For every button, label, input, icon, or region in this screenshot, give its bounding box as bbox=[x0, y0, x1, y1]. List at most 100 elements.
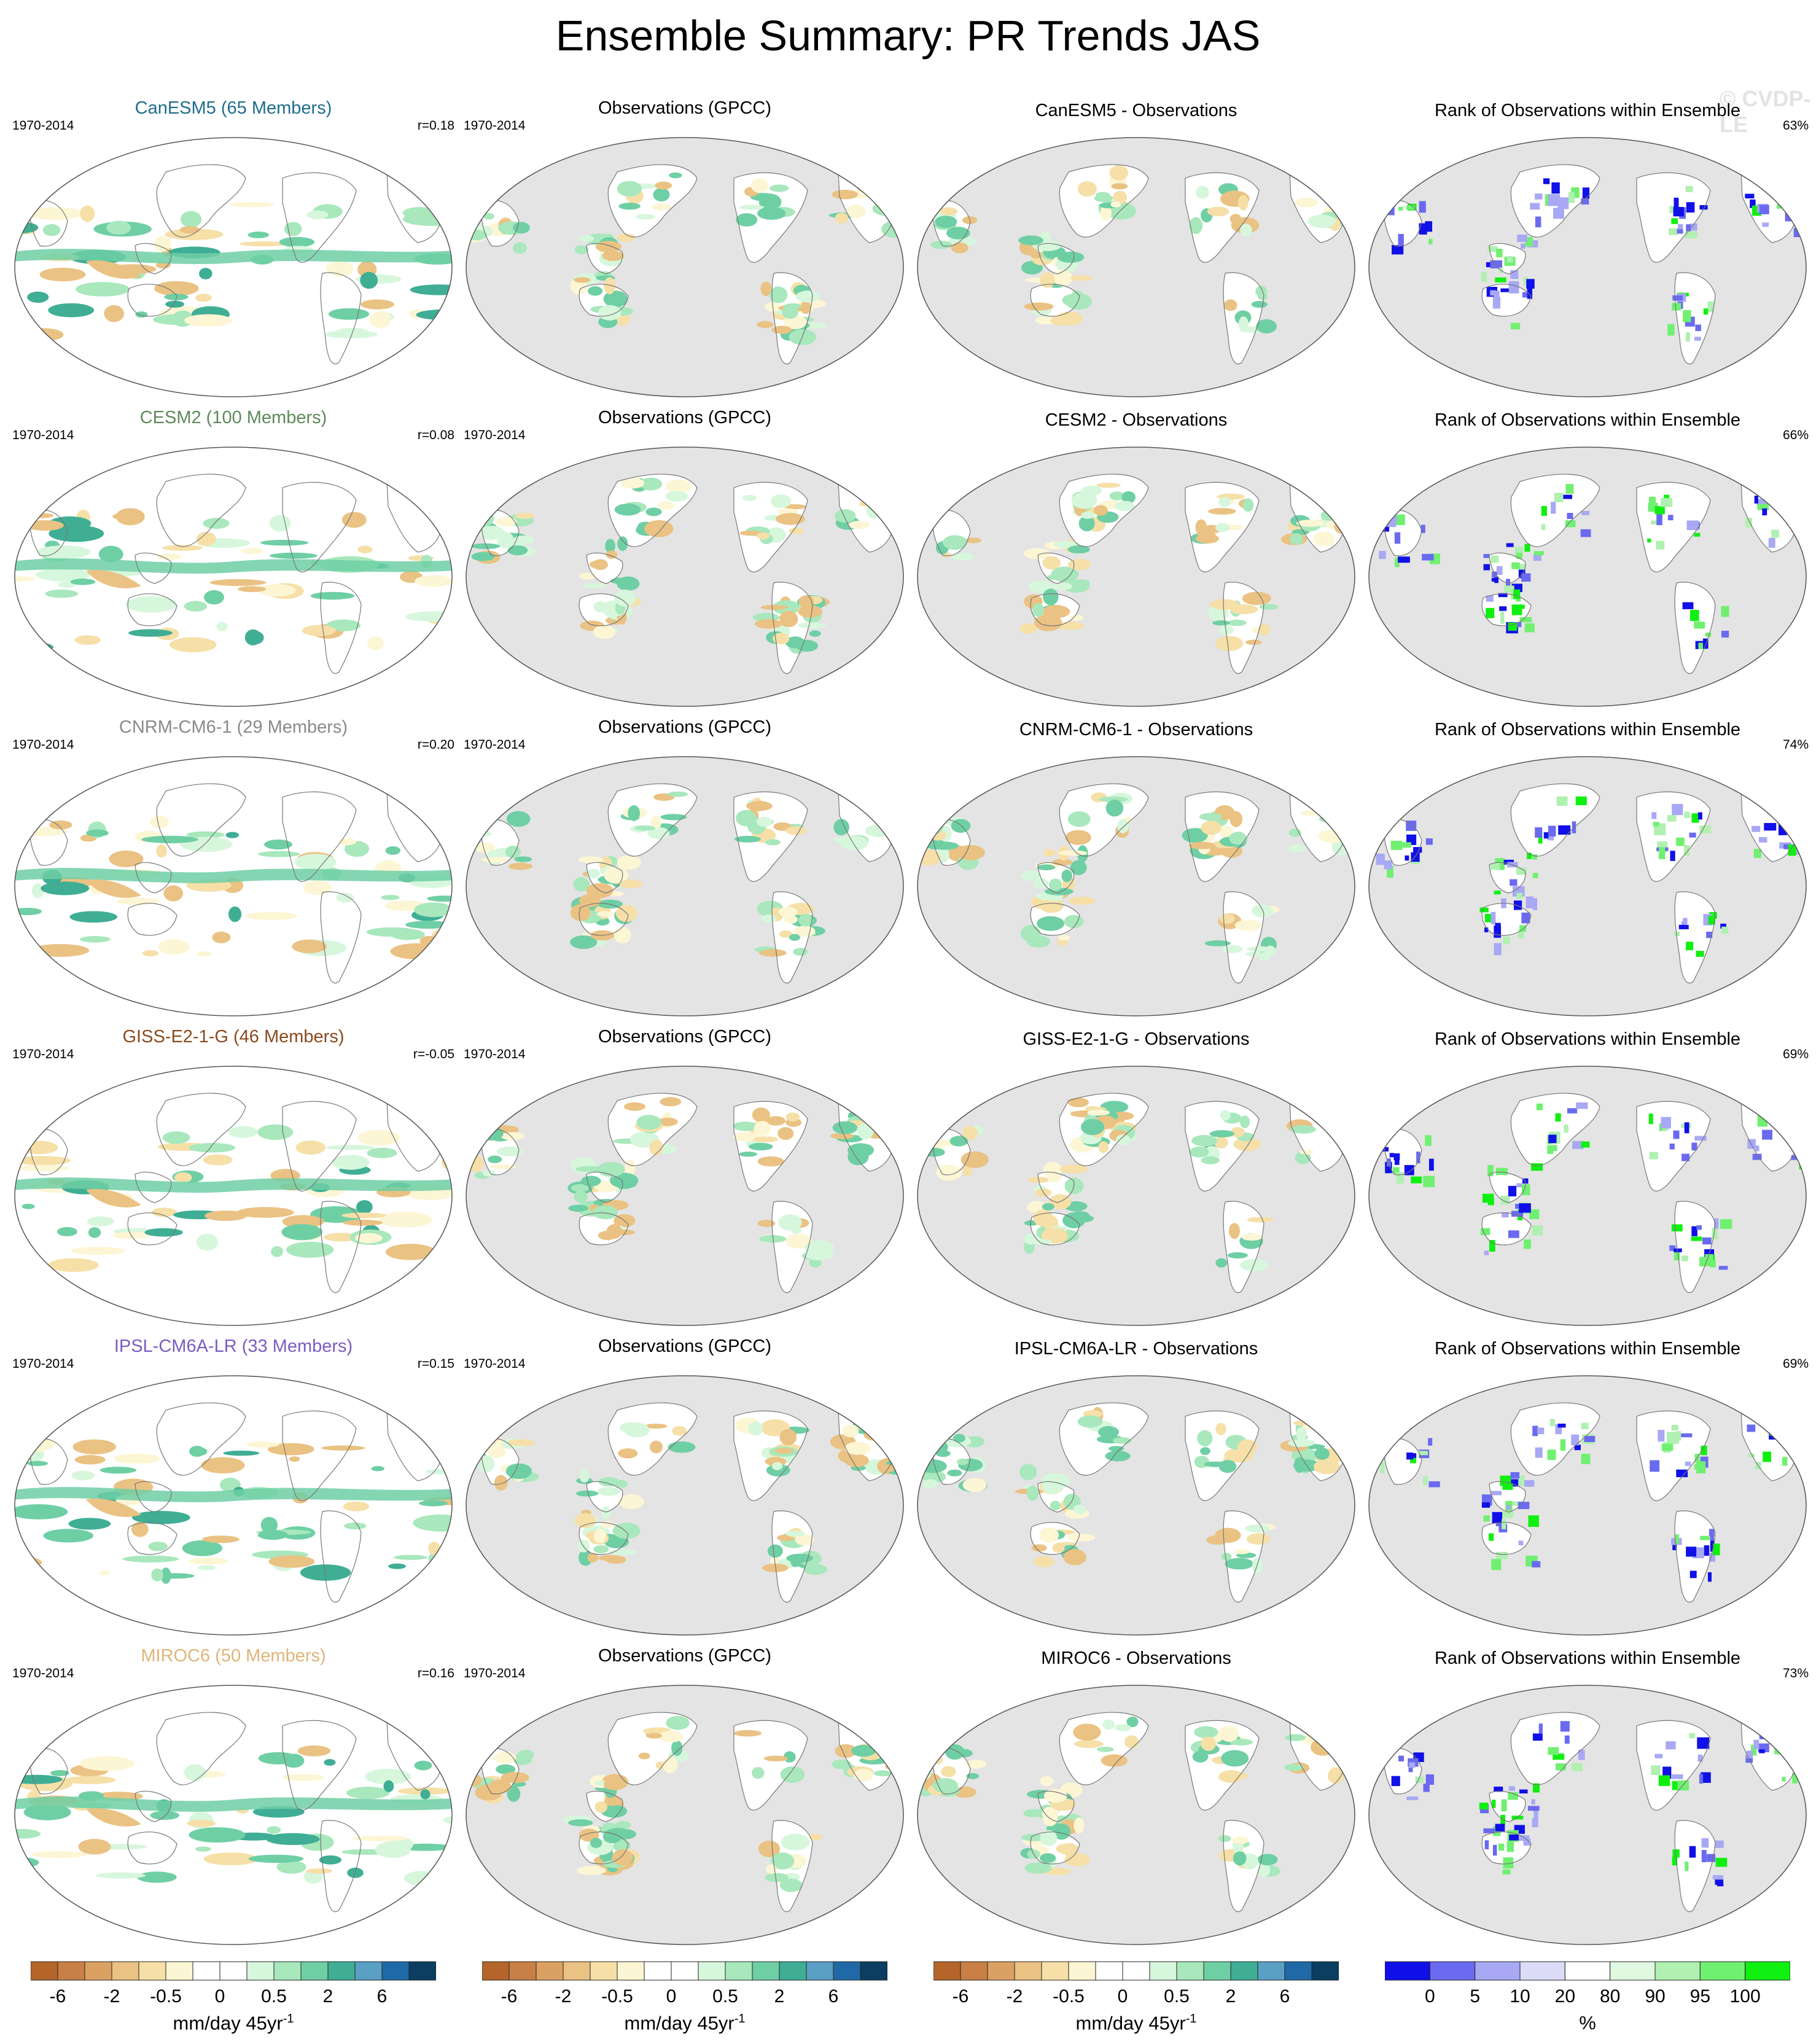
colorbar-swatch bbox=[1257, 1961, 1285, 1981]
period-label: 1970-2014 bbox=[12, 1666, 74, 1680]
colorbar-tick-label: -2 bbox=[103, 1986, 120, 2007]
model-map bbox=[14, 1685, 453, 1945]
model-title: CanESM5 (65 Members) bbox=[134, 98, 332, 118]
colorbar-swatch bbox=[1564, 1961, 1611, 1981]
colorbar-unit-superscript: -1 bbox=[734, 2012, 746, 2026]
colorbar-swatch bbox=[31, 1961, 58, 1981]
rank-map bbox=[1368, 447, 1807, 707]
colorbar-swatch bbox=[960, 1961, 988, 1981]
diff-map bbox=[917, 1375, 1355, 1636]
colorbar-tick-label: 100 bbox=[1729, 1986, 1761, 2007]
colorbar-unit: mm/day 45yr-1 bbox=[933, 2012, 1339, 2034]
panel-rank-row-3: Rank of Observations within Ensemble 74% bbox=[1366, 717, 1809, 1024]
period-label: 1970-2014 bbox=[464, 119, 526, 133]
colorbar-unit-text: mm/day 45yr bbox=[1075, 2012, 1186, 2034]
rank-title: Rank of Observations within Ensemble bbox=[1434, 1648, 1741, 1668]
diff-map bbox=[917, 1685, 1355, 1945]
diff-title: GISS-E2-1-G - Observations bbox=[1023, 1029, 1250, 1049]
panel-model-row-4: GISS-E2-1-G (46 Members) 1970-2014 r=-0.05 bbox=[12, 1027, 454, 1334]
panel-diff-row-4: GISS-E2-1-G - Observations bbox=[915, 1027, 1357, 1334]
colorbar-tick-label: 20 bbox=[1554, 1986, 1576, 2007]
colorbar-tick-label: 95 bbox=[1689, 1986, 1711, 2007]
colorbar-swatch bbox=[1385, 1961, 1430, 1981]
colorbar-tick-label: -2 bbox=[555, 1986, 572, 2007]
rank-percent: 63% bbox=[1782, 119, 1809, 133]
colorbar-tick-label: 0 bbox=[1117, 1986, 1128, 2007]
colorbar-unit-superscript: -1 bbox=[1185, 2012, 1197, 2026]
diff-title: CNRM-CM6-1 - Observations bbox=[1019, 720, 1253, 739]
colorbar-swatch bbox=[1122, 1961, 1150, 1981]
panel-obs-row-6: Observations (GPCC) 1970-2014 bbox=[464, 1646, 906, 1953]
colorbar-swatch bbox=[482, 1961, 510, 1981]
colorbar-tick-label: 80 bbox=[1599, 1986, 1621, 2007]
panel-obs-row-1: Observations (GPCC) 1970-2014 bbox=[464, 98, 906, 405]
colorbar-swatch bbox=[1176, 1961, 1204, 1981]
period-label: 1970-2014 bbox=[464, 738, 526, 752]
diff-title: MIROC6 - Observations bbox=[1041, 1648, 1231, 1668]
rank-percent: 74% bbox=[1782, 738, 1809, 752]
panel-obs-row-3: Observations (GPCC) 1970-2014 bbox=[464, 717, 906, 1024]
rank-title: Rank of Observations within Ensemble bbox=[1434, 1339, 1741, 1359]
colorbar-unit: % bbox=[1385, 2012, 1790, 2034]
colorbar-tick-label: 0.5 bbox=[712, 1986, 738, 2007]
rank-title: Rank of Observations within Ensemble bbox=[1434, 1029, 1741, 1049]
colorbar-swatch bbox=[381, 1961, 410, 1981]
panel-model-row-2: CESM2 (100 Members) 1970-2014 r=0.08 bbox=[12, 408, 454, 715]
period-label: 1970-2014 bbox=[464, 428, 526, 442]
colorbar-tick-label: -6 bbox=[501, 1986, 518, 2007]
panel-diff-row-3: CNRM-CM6-1 - Observations bbox=[915, 717, 1357, 1024]
colorbar-tick-label: -6 bbox=[49, 1986, 66, 2007]
diff-map bbox=[917, 447, 1355, 707]
diff-title: CESM2 - Observations bbox=[1045, 410, 1228, 430]
pr-colorbar: -6 -2 -0.5 0 0.5 2 6 mm/day 45yr-1 bbox=[933, 1960, 1339, 2034]
colorbar-swatch bbox=[1230, 1961, 1258, 1981]
pattern-correlation: r=0.15 bbox=[417, 1357, 454, 1371]
colorbar-swatch bbox=[725, 1961, 753, 1981]
rank-map bbox=[1368, 756, 1807, 1016]
obs-title: Observations (GPCC) bbox=[598, 717, 771, 737]
colorbar-swatches bbox=[1385, 1961, 1790, 1981]
colorbar-tick-label: 2 bbox=[774, 1986, 785, 2007]
colorbar-tick-label: 0 bbox=[1424, 1986, 1435, 2007]
colorbar-swatches bbox=[482, 1961, 887, 1981]
obs-title: Observations (GPCC) bbox=[598, 1336, 771, 1356]
colorbar-swatch bbox=[408, 1961, 436, 1981]
model-title: CESM2 (100 Members) bbox=[139, 408, 327, 427]
rank-percent: 69% bbox=[1782, 1047, 1809, 1061]
colorbar-unit-text: % bbox=[1579, 2012, 1596, 2034]
panel-rank-row-6: Rank of Observations within Ensemble 73% bbox=[1366, 1646, 1809, 1953]
pattern-correlation: r=0.08 bbox=[417, 428, 454, 442]
obs-title: Observations (GPCC) bbox=[598, 408, 771, 427]
colorbar-swatch bbox=[590, 1961, 618, 1981]
diff-map bbox=[917, 137, 1355, 397]
panel-diff-row-6: MIROC6 - Observations bbox=[915, 1646, 1357, 1953]
colorbar-tick-label: -0.5 bbox=[601, 1986, 633, 2007]
colorbar-tick-label: -2 bbox=[1006, 1986, 1023, 2007]
colorbar-swatches bbox=[31, 1961, 436, 1981]
model-map bbox=[14, 1066, 453, 1326]
panel-obs-row-4: Observations (GPCC) 1970-2014 bbox=[464, 1027, 906, 1334]
model-title: GISS-E2-1-G (46 Members) bbox=[122, 1027, 345, 1047]
model-map bbox=[14, 447, 453, 707]
period-label: 1970-2014 bbox=[12, 1047, 74, 1061]
colorbar-swatch bbox=[987, 1961, 1015, 1981]
pr-colorbar: -6 -2 -0.5 0 0.5 2 6 mm/day 45yr-1 bbox=[31, 1960, 436, 2034]
colorbar-tick-label: -6 bbox=[952, 1986, 969, 2007]
rank-percent: 69% bbox=[1782, 1357, 1809, 1371]
colorbar-swatch bbox=[1475, 1961, 1521, 1981]
colorbar-swatch bbox=[1284, 1961, 1312, 1981]
pattern-correlation: r=0.20 bbox=[417, 738, 454, 752]
colorbar-unit-text: mm/day 45yr bbox=[624, 2012, 735, 2034]
colorbar-unit: mm/day 45yr-1 bbox=[482, 2012, 887, 2034]
colorbar-swatch bbox=[138, 1961, 166, 1981]
panel-rank-row-1: Rank of Observations within Ensemble 63% bbox=[1366, 98, 1809, 405]
colorbar-swatch bbox=[644, 1961, 672, 1981]
colorbar-swatch bbox=[779, 1961, 807, 1981]
obs-map bbox=[466, 1685, 904, 1945]
panel-obs-row-2: Observations (GPCC) 1970-2014 bbox=[464, 408, 906, 715]
panel-model-row-1: CanESM5 (65 Members) 1970-2014 r=0.18 bbox=[12, 98, 454, 405]
colorbar-tick-label: 10 bbox=[1510, 1986, 1530, 2007]
rank-colorbar: 0 5 10 20 80 90 95 100% bbox=[1385, 1960, 1790, 2034]
panel-rank-row-4: Rank of Observations within Ensemble 69% bbox=[1366, 1027, 1809, 1334]
panel-diff-row-1: CanESM5 - Observations bbox=[915, 98, 1357, 405]
